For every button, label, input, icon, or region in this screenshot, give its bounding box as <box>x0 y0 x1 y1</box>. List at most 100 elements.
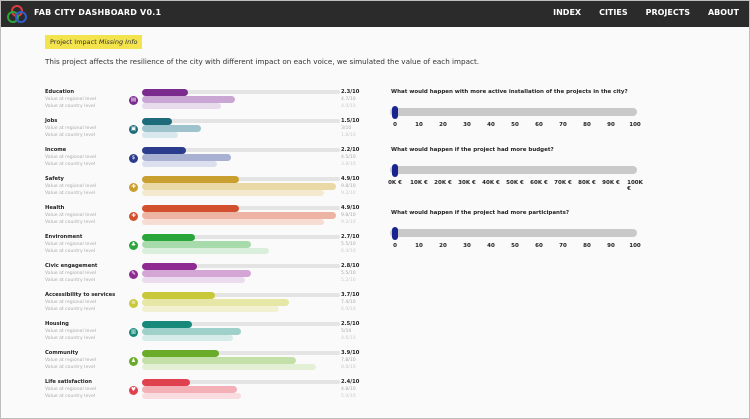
regional-value-bar[interactable] <box>142 183 337 190</box>
slider-tick-label: 20 <box>439 122 447 128</box>
indicator-label: Life satisfaction <box>45 379 92 385</box>
simulation-slider-track[interactable] <box>390 229 637 237</box>
project-value-bar[interactable] <box>142 89 188 96</box>
regional-level-label: Value at regional level <box>45 184 97 189</box>
regional-value-bar[interactable] <box>142 125 202 132</box>
nav-cities[interactable]: CITIES <box>599 8 628 17</box>
country-value-bar[interactable] <box>142 132 178 138</box>
project-value-bar[interactable] <box>142 118 172 125</box>
country-value-bar[interactable] <box>142 277 245 283</box>
country-level-label: Value at country level <box>45 162 96 167</box>
country-value-bar[interactable] <box>142 248 269 254</box>
project-score: 2.8/10 <box>341 263 360 269</box>
country-score: 4.0/10 <box>341 104 356 109</box>
slider-tick-label: 80K € <box>578 180 596 186</box>
project-value-bar[interactable] <box>142 176 240 183</box>
regional-score: 5.5/10 <box>341 271 356 276</box>
regional-value-bar[interactable] <box>142 154 232 161</box>
badge-prefix: Project Impact <box>50 38 97 46</box>
indicator-label: Accessibility to services <box>45 292 116 298</box>
country-value-bar[interactable] <box>142 161 218 167</box>
regional-value-bar[interactable] <box>142 299 289 306</box>
regional-value-bar[interactable] <box>142 270 251 277</box>
regional-value-bar[interactable] <box>142 212 337 219</box>
project-value-bar[interactable] <box>142 205 240 212</box>
regional-score: 7.4/10 <box>341 300 356 305</box>
health-cross-icon: ✚ <box>129 212 138 221</box>
nav-projects[interactable]: PROJECTS <box>645 8 690 17</box>
main-nav: INDEX CITIES PROJECTS ABOUT <box>553 8 739 17</box>
country-score: 9.2/10 <box>341 191 356 196</box>
project-value-bar[interactable] <box>142 350 220 357</box>
country-value-bar[interactable] <box>142 190 325 196</box>
people-icon: ♟ <box>129 357 138 366</box>
indicator-row: Education Value at regional level Value at… <box>45 88 365 116</box>
project-score: 2.5/10 <box>341 321 360 327</box>
regional-value-bar[interactable] <box>142 357 297 364</box>
indicator-row: Safety Value at regional level Value at co… <box>45 175 365 203</box>
regional-level-label: Value at regional level <box>45 271 97 276</box>
slider-tick-label: 50 <box>511 243 519 249</box>
indicator-label: Community <box>45 350 79 356</box>
country-level-label: Value at country level <box>45 133 96 138</box>
slider-tick-label: 60K € <box>530 180 548 186</box>
regional-value-bar[interactable] <box>142 328 241 335</box>
simulation-question: What would happen if the project had mor… <box>391 210 570 216</box>
slider-tick-label: 100 <box>629 243 641 249</box>
nav-about[interactable]: ABOUT <box>707 8 739 17</box>
slider-tick-label: 10 <box>415 122 423 128</box>
country-value-bar[interactable] <box>142 219 325 225</box>
country-score: 4.6/10 <box>341 336 356 341</box>
project-value-bar[interactable] <box>142 147 186 154</box>
project-score: 2.3/10 <box>341 89 360 95</box>
simulation-slider-thumb[interactable] <box>392 163 398 177</box>
regional-score: 9.8/10 <box>341 184 356 189</box>
indicator-label: Jobs <box>45 118 58 124</box>
project-value-bar[interactable] <box>142 321 192 328</box>
project-value-bar[interactable] <box>142 234 196 241</box>
simulation-slider-thumb[interactable] <box>392 226 398 240</box>
nav-index[interactable]: INDEX <box>553 8 582 17</box>
regional-value-bar[interactable] <box>142 386 238 393</box>
slider-tick-label: 50K € <box>506 180 524 186</box>
simulation-slider-thumb[interactable] <box>392 105 398 119</box>
simulation-slider-track[interactable] <box>390 108 637 116</box>
regional-level-label: Value at regional level <box>45 213 97 218</box>
country-value-bar[interactable] <box>142 335 234 341</box>
slider-tick-label: 100 <box>629 122 641 128</box>
country-value-bar[interactable] <box>142 103 222 109</box>
slider-tick-labels: 0 10 20 30 40 50 60 70 80 90 100 <box>390 243 641 251</box>
country-value-bar[interactable] <box>142 364 317 370</box>
project-value-bar[interactable] <box>142 263 198 270</box>
slider-tick-label: 20 <box>439 243 447 249</box>
regional-score: 4.8/10 <box>341 387 356 392</box>
country-level-label: Value at country level <box>45 307 96 312</box>
regional-value-bar[interactable] <box>142 241 251 248</box>
slider-tick-label: 0 <box>393 122 397 128</box>
indicator-label: Income <box>45 147 67 153</box>
country-value-bar[interactable] <box>142 306 279 312</box>
indicator-row: Jobs Value at regional level Value at coun… <box>45 117 365 145</box>
slider-tick-labels: 0K € 10K € 20K € 30K € 40K € 50K € 60K € 70K € 8… <box>388 180 643 192</box>
indicator-row: Housing Value at regional level Value at c… <box>45 320 365 348</box>
regional-value-bar[interactable] <box>142 96 236 103</box>
regional-score: 5.5/10 <box>341 242 356 247</box>
indicator-track <box>142 206 340 210</box>
project-value-bar[interactable] <box>142 292 216 299</box>
slider-tick-label: 70 <box>559 243 567 249</box>
country-value-bar[interactable] <box>142 393 241 399</box>
intro-text: This project affects the resilience of t… <box>45 57 480 66</box>
app-title: FAB CITY DASHBOARD V0.1 <box>34 8 162 17</box>
regional-level-label: Value at regional level <box>45 300 97 305</box>
slider-tick-label: 60 <box>535 122 543 128</box>
slider-tick-label: 90K € <box>602 180 620 186</box>
fab-city-logo-icon[interactable] <box>7 4 27 24</box>
indicator-row: Health Value at regional level Value at co… <box>45 204 365 232</box>
indicator-track <box>142 177 340 181</box>
regional-level-label: Value at regional level <box>45 387 97 392</box>
country-score: 5.2/10 <box>341 278 356 283</box>
indicator-track <box>142 90 340 94</box>
project-value-bar[interactable] <box>142 379 190 386</box>
simulation-slider-track[interactable] <box>390 166 637 174</box>
